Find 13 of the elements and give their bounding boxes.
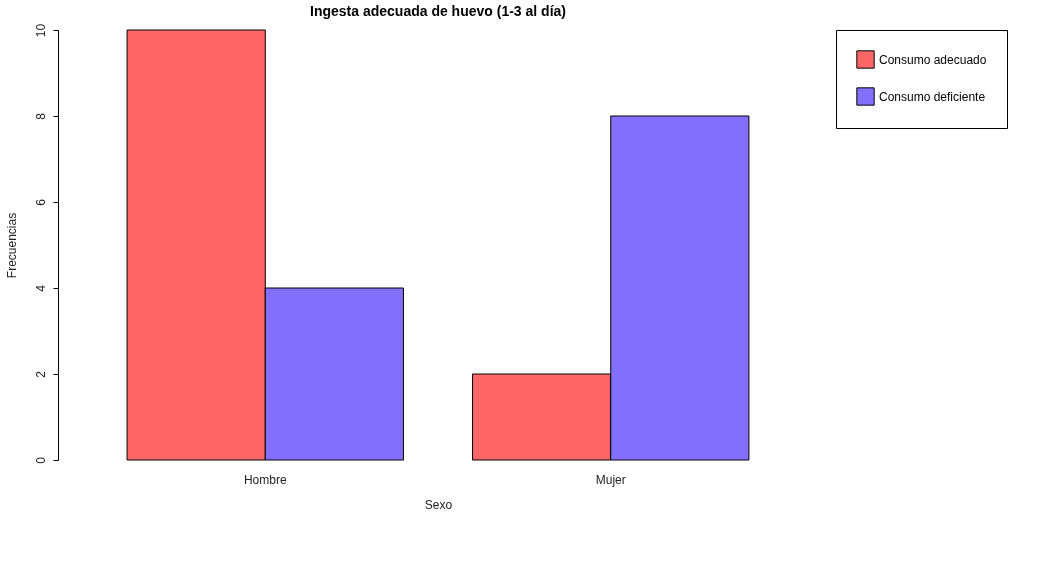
legend-label: Consumo adecuado (879, 52, 987, 67)
y-tick-label: 0 (33, 456, 48, 464)
y-axis-title: Frecuencias (4, 212, 19, 279)
y-tick-label: 2 (33, 370, 48, 378)
chart-title: Ingesta adecuada de huevo (1-3 al día) (310, 3, 566, 20)
y-tick-label: 4 (33, 284, 48, 292)
x-tick-label: Mujer (595, 472, 626, 487)
x-tick-label: Hombre (243, 472, 287, 487)
y-tick-label: 8 (33, 112, 48, 120)
y-tick-label: 6 (33, 198, 48, 206)
y-tick-label: 10 (33, 23, 48, 38)
x-axis-title: Sexo (424, 497, 453, 512)
legend-label: Consumo deficiente (879, 89, 986, 104)
